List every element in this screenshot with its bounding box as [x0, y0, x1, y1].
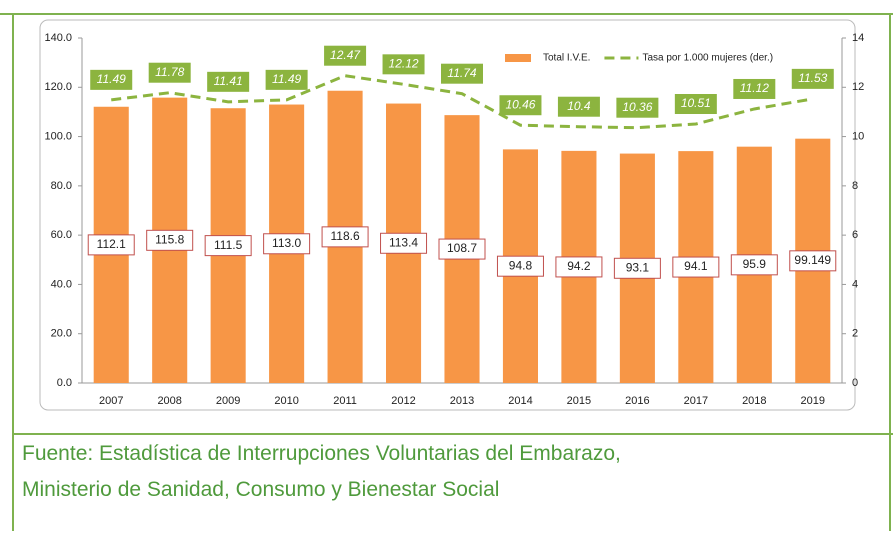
- y-tick-label: 140.0: [44, 32, 72, 44]
- value-label-box: [496, 255, 544, 277]
- value-label-box: [674, 94, 717, 115]
- value-label-box: [265, 69, 308, 90]
- value-label-box: [207, 71, 250, 92]
- value-label-box: [90, 69, 133, 90]
- legend-label: Total I.V.E.: [543, 53, 590, 64]
- x-tick-label: 2011: [333, 395, 357, 407]
- legend-swatch: [505, 54, 531, 62]
- y-tick-label: 120.0: [44, 81, 72, 93]
- value-label: 95.9: [743, 257, 767, 271]
- x-tick-label: 2019: [801, 395, 825, 407]
- x-tick-label: 2017: [684, 395, 708, 407]
- value-label-box: [789, 250, 837, 272]
- y2-tick-label: 14: [852, 32, 864, 44]
- value-label: 111.5: [214, 238, 243, 252]
- y2-tick-label: 6: [852, 229, 858, 241]
- value-label: 12.12: [389, 57, 419, 71]
- y2-tick-label: 2: [852, 328, 858, 340]
- value-label-box: [499, 95, 542, 116]
- x-tick-label: 2016: [625, 395, 649, 407]
- value-label: 10.36: [622, 100, 652, 114]
- value-label-box: [146, 229, 194, 251]
- x-tick-label: 2009: [216, 395, 240, 407]
- value-label: 94.8: [509, 258, 533, 272]
- value-label-box: [382, 54, 425, 75]
- value-label: 11.74: [447, 66, 476, 80]
- value-label-box: [148, 62, 191, 83]
- value-label: 108.7: [447, 241, 477, 255]
- value-label: 11.49: [97, 72, 126, 86]
- value-label-box: [791, 68, 834, 89]
- value-label: 12.47: [330, 48, 361, 62]
- y-tick-label: 80.0: [51, 180, 72, 192]
- y2-tick-label: 12: [852, 81, 864, 93]
- value-label: 93.1: [626, 260, 650, 274]
- y2-tick-label: 8: [852, 180, 858, 192]
- value-label-box: [441, 63, 483, 84]
- x-tick-label: 2008: [157, 395, 181, 407]
- y-tick-label: 40.0: [51, 278, 72, 290]
- legend-label: Tasa por 1.000 mujeres (der.): [642, 53, 773, 64]
- x-tick-label: 2012: [391, 395, 415, 407]
- y-tick-label: 20.0: [51, 328, 72, 340]
- value-label-box: [263, 233, 311, 255]
- x-tick-label: 2013: [450, 395, 474, 407]
- value-label-box: [672, 256, 720, 278]
- plot: 0.0 20.0 40.0 60.0 80.0 100.0 120.0 140.0 0 2 4 6 8 1…: [44, 32, 864, 407]
- value-label: 10.51: [681, 96, 711, 110]
- value-label: 11.49: [272, 72, 301, 86]
- x-tick-label: 2015: [567, 395, 591, 407]
- y2-tick-label: 4: [852, 278, 858, 290]
- value-label-box: [557, 96, 600, 117]
- caption: Ministerio de Sanidad, Consumo y Bienest…: [22, 478, 499, 501]
- value-label: 10.4: [567, 99, 591, 113]
- value-label: 112.1: [97, 237, 126, 251]
- value-label-box: [613, 257, 661, 279]
- line: [111, 74, 814, 130]
- value-label-box: [730, 254, 778, 276]
- value-label-box: [204, 235, 252, 257]
- y-tick-label: 0.0: [57, 377, 72, 389]
- x-tick-label: 2018: [742, 395, 766, 407]
- value-label: 99.149: [794, 253, 831, 267]
- y2-tick-label: 0: [852, 377, 858, 389]
- value-label-box: [616, 97, 659, 118]
- value-label-box: [438, 238, 486, 260]
- y-tick-label: 100.0: [44, 130, 72, 142]
- value-label-box: [87, 234, 135, 256]
- value-label: 113.4: [389, 235, 418, 249]
- value-label: 113.0: [272, 236, 301, 250]
- value-label: 11.41: [214, 74, 243, 88]
- caption: Fuente: Estadística de Interrupciones Vo…: [22, 442, 621, 465]
- value-label-box: [380, 232, 428, 254]
- value-label-box: [324, 45, 367, 66]
- value-label: 115.8: [155, 232, 184, 246]
- y2-tick-label: 10: [852, 130, 864, 142]
- value-label: 94.2: [567, 259, 591, 273]
- value-label-box: [321, 226, 369, 248]
- x-tick-label: 2014: [508, 395, 532, 407]
- value-label: 118.6: [331, 229, 360, 243]
- value-label: 11.53: [798, 71, 827, 85]
- value-label-box: [733, 78, 776, 99]
- value-label: 94.1: [684, 259, 708, 273]
- y-tick-label: 60.0: [51, 229, 72, 241]
- value-label: 11.78: [155, 65, 184, 79]
- x-tick-label: 2010: [274, 395, 298, 407]
- x-tick-label: 2007: [99, 395, 123, 407]
- value-label-box: [555, 256, 603, 278]
- value-label: 10.46: [505, 97, 535, 111]
- value-label: 11.12: [740, 81, 769, 95]
